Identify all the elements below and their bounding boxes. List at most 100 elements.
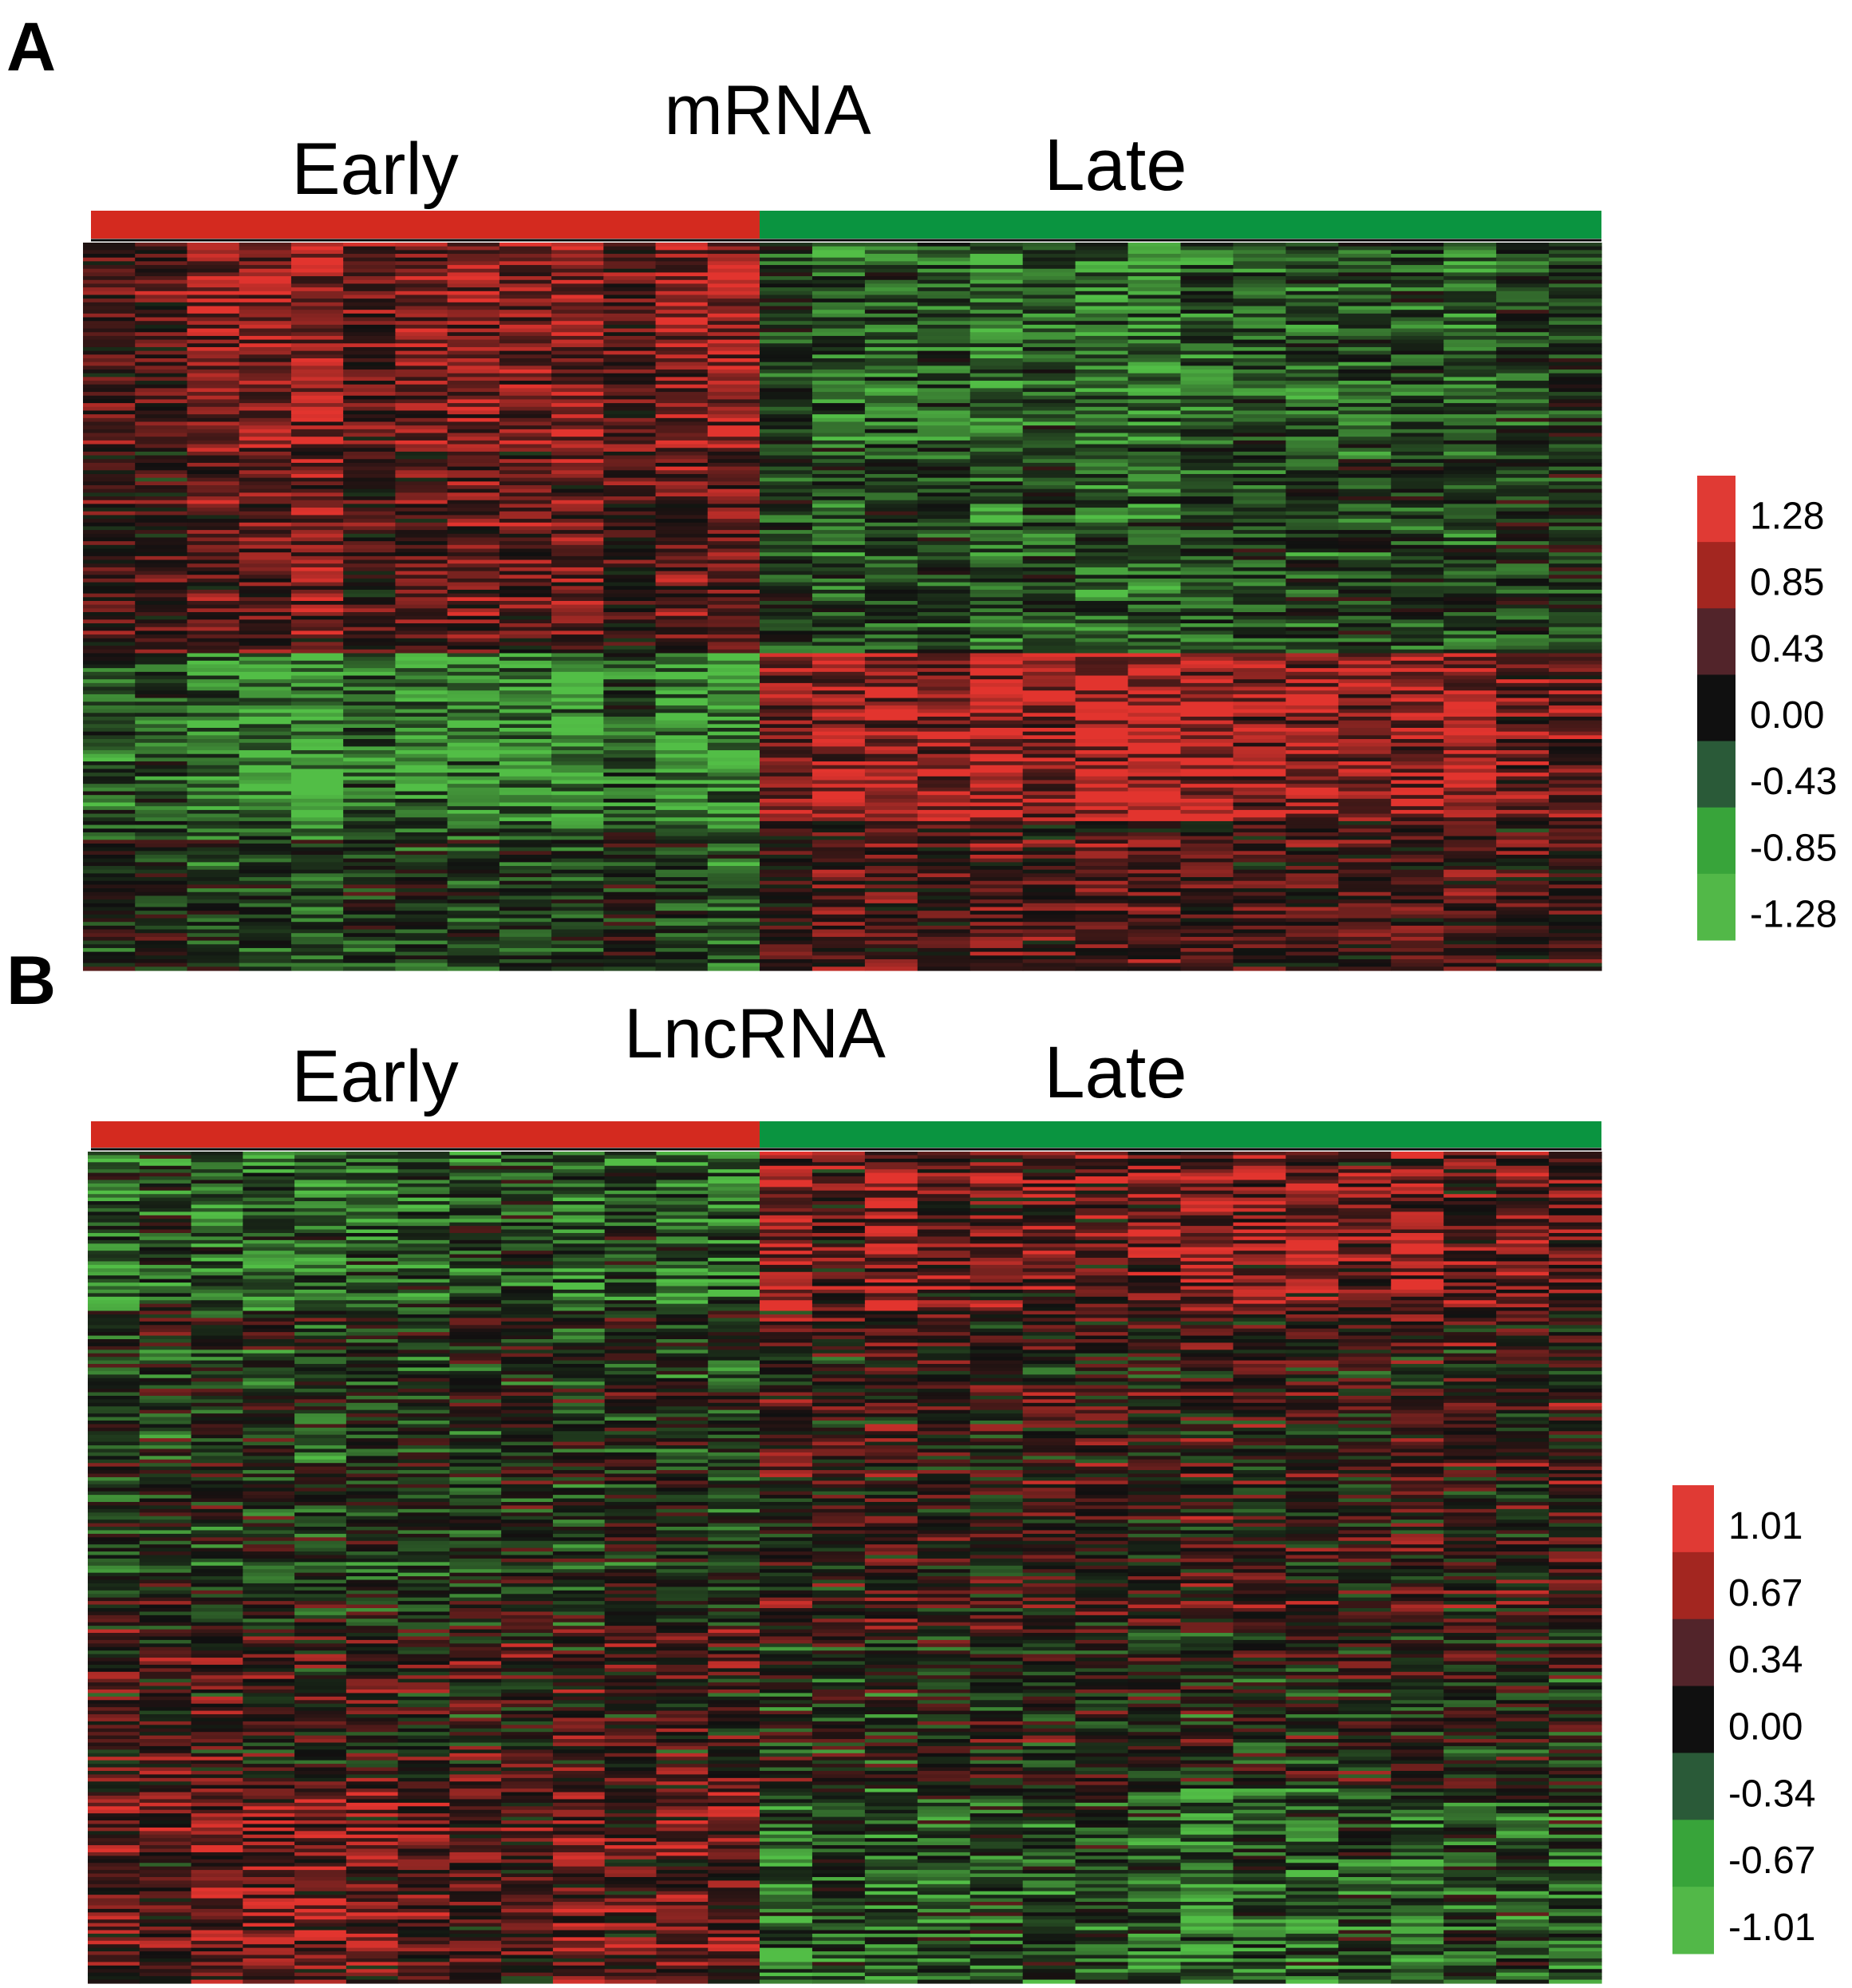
heatmap-cell bbox=[603, 559, 657, 564]
heatmap-cell bbox=[499, 731, 552, 736]
heatmap-cell bbox=[1443, 780, 1497, 785]
heatmap-cell bbox=[707, 366, 760, 370]
heatmap-cell bbox=[1391, 649, 1444, 654]
heatmap-cell bbox=[969, 757, 1024, 762]
heatmap-cell bbox=[969, 802, 1024, 807]
heatmap-cell bbox=[343, 847, 396, 852]
heatmap-cell bbox=[187, 638, 240, 643]
heatmap-cell bbox=[395, 843, 448, 848]
heatmap-cell bbox=[1233, 388, 1286, 393]
heatmap-cell bbox=[290, 488, 344, 493]
heatmap-cell bbox=[135, 586, 188, 591]
heatmap-cell bbox=[395, 657, 448, 662]
heatmap-cell bbox=[864, 492, 918, 497]
heatmap-cell bbox=[603, 250, 657, 255]
heatmap-cell bbox=[187, 843, 240, 848]
heatmap-cell bbox=[1180, 646, 1234, 650]
heatmap-cell bbox=[343, 866, 396, 871]
heatmap-cell bbox=[917, 492, 971, 497]
heatmap-cell bbox=[760, 615, 813, 620]
heatmap-cell bbox=[1022, 377, 1076, 381]
heatmap-cell bbox=[707, 679, 760, 684]
heatmap-cell bbox=[1549, 731, 1602, 736]
heatmap-cell bbox=[187, 866, 240, 871]
heatmap-cell bbox=[135, 855, 188, 860]
heatmap-cell bbox=[811, 813, 866, 818]
heatmap-cell bbox=[499, 526, 552, 531]
heatmap-cell bbox=[655, 765, 709, 770]
heatmap-cell bbox=[1285, 728, 1339, 733]
heatmap-cell bbox=[969, 437, 1024, 441]
heatmap-cell bbox=[707, 473, 760, 479]
heatmap-cell bbox=[1180, 813, 1234, 818]
heatmap-cell bbox=[343, 511, 396, 516]
heatmap-cell bbox=[395, 496, 448, 501]
heatmap-cell bbox=[1022, 290, 1076, 296]
heatmap-cell bbox=[1443, 836, 1497, 840]
heatmap-cell bbox=[187, 795, 240, 800]
heatmap-cell bbox=[864, 668, 918, 673]
heatmap-cell bbox=[135, 735, 188, 740]
heatmap-cell bbox=[447, 504, 500, 508]
heatmap-cell bbox=[1233, 820, 1286, 826]
heatmap-cell bbox=[187, 526, 240, 531]
heatmap-cell bbox=[917, 366, 971, 370]
heatmap-cell bbox=[1180, 339, 1234, 344]
heatmap-cell bbox=[760, 862, 813, 867]
heatmap-cell bbox=[1391, 283, 1444, 288]
heatmap-cell bbox=[499, 254, 552, 259]
heatmap-cell bbox=[917, 466, 971, 471]
heatmap-cell bbox=[1180, 713, 1234, 717]
heatmap-cell bbox=[447, 433, 500, 437]
heatmap-cell bbox=[447, 847, 500, 852]
heatmap-cell bbox=[83, 317, 136, 322]
heatmap-cell bbox=[187, 455, 240, 460]
heatmap-cell bbox=[343, 290, 396, 296]
heatmap-cell bbox=[1285, 321, 1339, 326]
heatmap-cell bbox=[83, 350, 136, 355]
heatmap-cell bbox=[655, 559, 709, 564]
heatmap-cell bbox=[811, 742, 866, 747]
heatmap-cell bbox=[239, 757, 292, 762]
heatmap-cell bbox=[707, 597, 760, 602]
heatmap-cell bbox=[1391, 791, 1444, 796]
heatmap-cell bbox=[1549, 459, 1602, 464]
heatmap-cell bbox=[1285, 713, 1339, 717]
heatmap-cell bbox=[290, 298, 344, 303]
heatmap-cell bbox=[655, 515, 709, 520]
heatmap-cell bbox=[1496, 817, 1550, 822]
heatmap-cell bbox=[1127, 377, 1182, 381]
heatmap-cell bbox=[1496, 836, 1550, 840]
heatmap-cell bbox=[655, 753, 709, 759]
heatmap-cell bbox=[499, 638, 552, 643]
heatmap-cell bbox=[499, 634, 552, 639]
heatmap-cell bbox=[395, 399, 448, 404]
heatmap-cell bbox=[290, 370, 344, 374]
heatmap-cell bbox=[187, 362, 240, 366]
heatmap-cell bbox=[1233, 373, 1286, 377]
heatmap-cell bbox=[1391, 433, 1444, 437]
heatmap-cell bbox=[187, 421, 240, 426]
heatmap-cell bbox=[1391, 470, 1444, 475]
heatmap-cell bbox=[187, 533, 240, 539]
heatmap-cell bbox=[1496, 473, 1550, 479]
heatmap-cell bbox=[1338, 597, 1392, 602]
heatmap-cell bbox=[187, 276, 240, 281]
heatmap-cell bbox=[290, 250, 344, 255]
heatmap-cell bbox=[551, 306, 604, 310]
heatmap-cell bbox=[1233, 414, 1286, 419]
heatmap-cell bbox=[343, 806, 396, 811]
heatmap-cell bbox=[447, 406, 500, 412]
heatmap-cell bbox=[760, 287, 813, 292]
heatmap-cell bbox=[917, 511, 971, 516]
heatmap-cell bbox=[290, 713, 344, 717]
heatmap-cell bbox=[917, 575, 971, 579]
heatmap-cell bbox=[1549, 690, 1602, 695]
heatmap-cell bbox=[1549, 332, 1602, 337]
heatmap-cell bbox=[707, 437, 760, 441]
heatmap-cell bbox=[135, 791, 188, 796]
heatmap-cell bbox=[1075, 593, 1129, 598]
heatmap-cell bbox=[707, 728, 760, 733]
heatmap-cell bbox=[760, 302, 813, 307]
heatmap-cell bbox=[343, 809, 396, 815]
